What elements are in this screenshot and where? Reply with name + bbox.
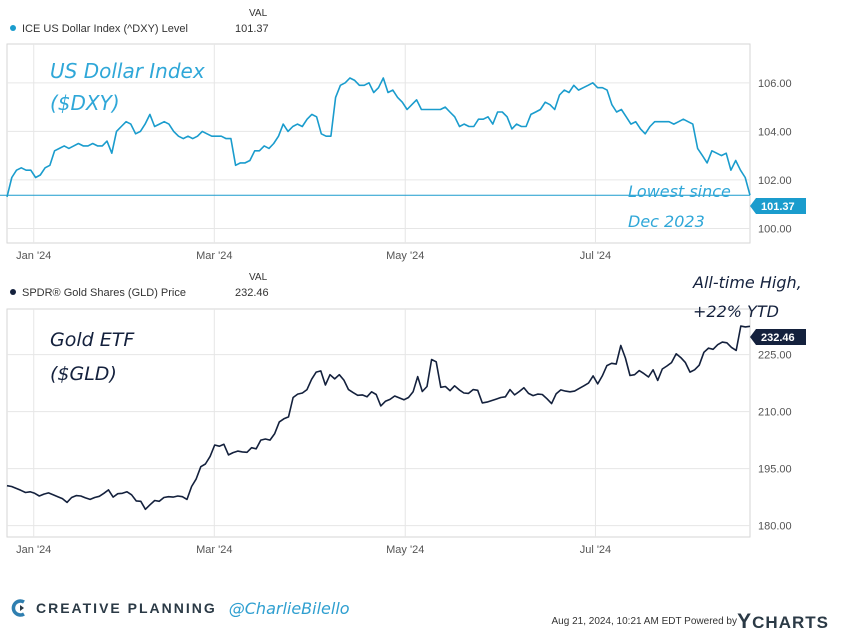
gld-annotations: Gold ETF ($GLD) All-time High, +22% YTD — [50, 273, 802, 385]
dxy-val-header: VAL — [249, 8, 268, 19]
gld-title-line2: ($GLD) — [50, 363, 117, 385]
gld-x-tick-label: Jul '24 — [580, 544, 611, 556]
dxy-legend-label: ICE US Dollar Index (^DXY) Level — [22, 23, 188, 35]
gld-x-tick-label: Mar '24 — [196, 544, 232, 556]
ycharts-logo: YCHARTS — [737, 610, 829, 634]
gld-legend: SPDR® Gold Shares (GLD) Price VAL 232.46 — [10, 272, 269, 299]
gld-legend-dot — [10, 289, 16, 295]
dxy-note-line1: Lowest since — [628, 182, 731, 201]
gld-value-flag: 232.46 — [750, 329, 806, 345]
gld-y-tick-label: 195.00 — [758, 464, 792, 476]
dxy-value-flag-shape — [750, 198, 806, 214]
dxy-series — [6, 77, 751, 198]
dxy-title-line2: ($DXY) — [50, 91, 120, 115]
dxy-x-tick-label: Jan '24 — [16, 250, 51, 262]
dxy-plot-frame — [6, 43, 751, 244]
dxy-note-line2: Dec 2023 — [628, 212, 705, 231]
timestamp: Aug 21, 2024, 10:21 AM EDT Powered by — [551, 616, 738, 627]
dxy-x-tick-label: Jul '24 — [580, 250, 611, 262]
dxy-title-line1: US Dollar Index — [50, 59, 205, 83]
gld-plot-frame — [6, 308, 751, 538]
gld-x-tick-label: May '24 — [386, 544, 424, 556]
dxy-y-tick-label: 102.00 — [758, 175, 792, 187]
dxy-legend-dot — [10, 25, 16, 31]
ycharts-logo-initial: Y — [737, 610, 753, 633]
gld-y-tick-label: 225.00 — [758, 350, 792, 362]
dxy-value-flag: 101.37 — [750, 198, 806, 214]
charts-canvas: ICE US Dollar Index (^DXY) Level VAL 101… — [0, 8, 806, 556]
gld-note-line2: +22% YTD — [693, 302, 779, 321]
gld-value-flag-shape — [750, 329, 806, 345]
dxy-y-tick-label: 104.00 — [758, 126, 792, 138]
gld-note-line1: All-time High, — [692, 273, 802, 292]
gld-grid — [6, 308, 751, 538]
gld-val-header: VAL — [249, 272, 268, 283]
dxy-axis-ticks: 100.00 102.00 104.00 106.00 Jan '24 Mar '24 Ma… — [16, 78, 791, 262]
footer: CREATIVE PLANNING @CharlieBilello Aug 21… — [0, 588, 841, 634]
brand-name: CREATIVE PLANNING — [36, 600, 217, 616]
brand: CREATIVE PLANNING @CharlieBilello — [10, 598, 350, 618]
gld-series — [6, 325, 751, 511]
gld-title-line1: Gold ETF — [50, 329, 135, 351]
gld-val-current: 232.46 — [235, 287, 269, 299]
dxy-x-tick-label: Mar '24 — [196, 250, 232, 262]
dxy-val-current: 101.37 — [235, 23, 269, 35]
dxy-annotations: US Dollar Index ($DXY) Lowest since Dec … — [50, 59, 731, 231]
dxy-x-tick-label: May '24 — [386, 250, 424, 262]
gld-axis-ticks: 180.00 195.00 210.00 225.00 Jan '24 Mar '24 Ma… — [16, 350, 791, 556]
dxy-grid — [0, 43, 751, 244]
gld-x-tick-label: Jan '24 — [16, 544, 51, 556]
gld-series-line — [6, 325, 751, 511]
gld-y-tick-label: 180.00 — [758, 521, 792, 533]
gld-legend-label: SPDR® Gold Shares (GLD) Price — [22, 287, 186, 299]
dxy-y-tick-label: 100.00 — [758, 223, 792, 235]
dxy-series-line — [6, 77, 751, 198]
ycharts-logo-rest: CHARTS — [752, 613, 829, 632]
creative-planning-logo-icon — [11, 599, 25, 617]
dxy-y-tick-label: 106.00 — [758, 78, 792, 90]
gld-y-tick-label: 210.00 — [758, 407, 792, 419]
dxy-value-flag-text: 101.37 — [761, 201, 795, 213]
dxy-legend: ICE US Dollar Index (^DXY) Level VAL 101… — [10, 8, 269, 35]
gld-value-flag-text: 232.46 — [761, 332, 795, 344]
twitter-handle: @CharlieBilello — [228, 598, 350, 618]
